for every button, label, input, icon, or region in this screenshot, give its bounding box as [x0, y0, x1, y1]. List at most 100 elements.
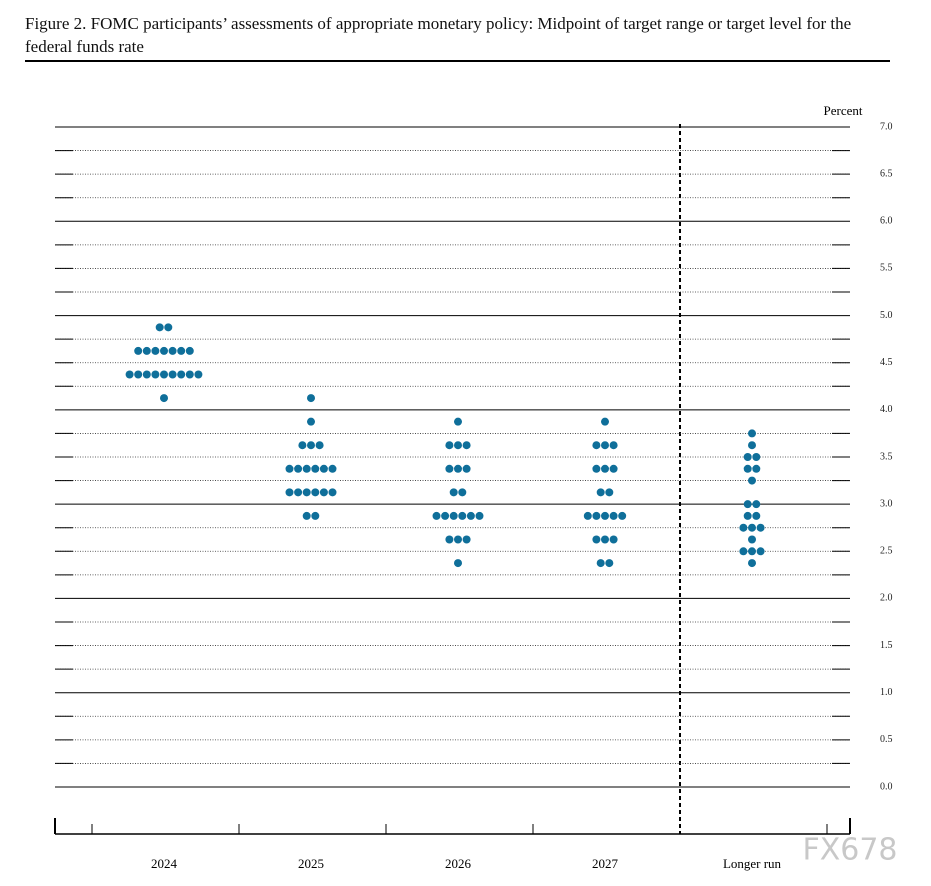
dot [445, 535, 454, 544]
dot [458, 511, 467, 520]
dot [160, 346, 168, 355]
dot [285, 488, 294, 497]
dot [601, 535, 609, 544]
dot [285, 464, 294, 473]
dot [445, 441, 454, 450]
dot [466, 511, 475, 520]
dot [449, 511, 458, 520]
dot [164, 323, 173, 332]
dot [445, 464, 454, 473]
dot [328, 464, 337, 473]
dot [177, 346, 186, 355]
dot [756, 547, 765, 556]
x-tick-label: 2024 [151, 856, 178, 871]
y-tick-label: 3.5 [880, 451, 893, 462]
dot [748, 523, 756, 532]
chart-title: Figure 2. FOMC participants’ assessments… [25, 14, 852, 56]
dot [294, 464, 303, 473]
y-tick-label: 0.0 [880, 781, 893, 792]
dot [328, 488, 337, 497]
dot [609, 441, 618, 450]
dot [134, 346, 143, 355]
dot [748, 429, 756, 438]
dot [302, 488, 311, 497]
dot [743, 511, 752, 520]
dot [462, 441, 471, 450]
dot [592, 464, 601, 473]
dot [294, 488, 303, 497]
title-rule [25, 60, 890, 62]
dot [609, 464, 618, 473]
dot [583, 511, 592, 520]
dot [743, 464, 752, 473]
dot [185, 370, 194, 379]
dot [307, 394, 315, 403]
dot [601, 464, 609, 473]
dot [125, 370, 134, 379]
dot [605, 488, 614, 497]
dot [302, 464, 311, 473]
x-tick-label: 2025 [298, 856, 324, 871]
y-tick-label: 6.0 [880, 216, 893, 227]
dot [298, 441, 307, 450]
dot [307, 417, 315, 426]
dot [177, 370, 186, 379]
dot [743, 453, 752, 461]
dot [454, 464, 462, 473]
dot [752, 453, 761, 461]
dot [752, 464, 761, 473]
dot [194, 370, 203, 379]
dot [601, 417, 609, 426]
dot [160, 394, 168, 403]
dot [441, 511, 450, 520]
dot [462, 464, 471, 473]
dot [319, 464, 328, 473]
dot [592, 535, 601, 544]
y-tick-label: 0.5 [880, 734, 893, 745]
dot [142, 370, 151, 379]
dot [592, 441, 601, 450]
dot [134, 370, 143, 379]
dot [743, 500, 752, 509]
dot [739, 523, 748, 532]
dot [462, 535, 471, 544]
dot [307, 441, 315, 450]
dot [592, 511, 601, 520]
x-tick-label: 2026 [445, 856, 472, 871]
y-tick-label: 2.5 [880, 546, 893, 557]
dot [168, 346, 177, 355]
dot [432, 511, 441, 520]
dot [739, 547, 748, 556]
y-tick-label: 6.5 [880, 168, 893, 179]
x-tick-label: 2027 [592, 856, 619, 871]
y-tick-label: 7.0 [880, 121, 893, 132]
dot [185, 346, 194, 355]
dot [315, 441, 324, 450]
y-tick-label: 1.0 [880, 687, 893, 698]
dot [752, 500, 761, 509]
dot [454, 535, 462, 544]
dot [168, 370, 177, 379]
dot [596, 559, 605, 568]
dot [601, 511, 609, 520]
y-tick-label: 1.5 [880, 640, 893, 651]
watermark: FX678 [802, 833, 897, 868]
dot [748, 535, 756, 544]
dot [748, 476, 756, 485]
y-axis-label: Percent [824, 103, 863, 118]
y-tick-label: 2.0 [880, 593, 893, 604]
dot [605, 559, 614, 568]
dot [311, 511, 320, 520]
dot [142, 346, 151, 355]
dot [601, 441, 609, 450]
dot [311, 464, 320, 473]
y-tick-label: 4.0 [880, 404, 893, 415]
dot [752, 511, 761, 520]
dot [458, 488, 467, 497]
dot [449, 488, 458, 497]
dot [748, 441, 756, 450]
x-tick-label: Longer run [723, 856, 782, 871]
dot [151, 370, 160, 379]
dot [475, 511, 484, 520]
